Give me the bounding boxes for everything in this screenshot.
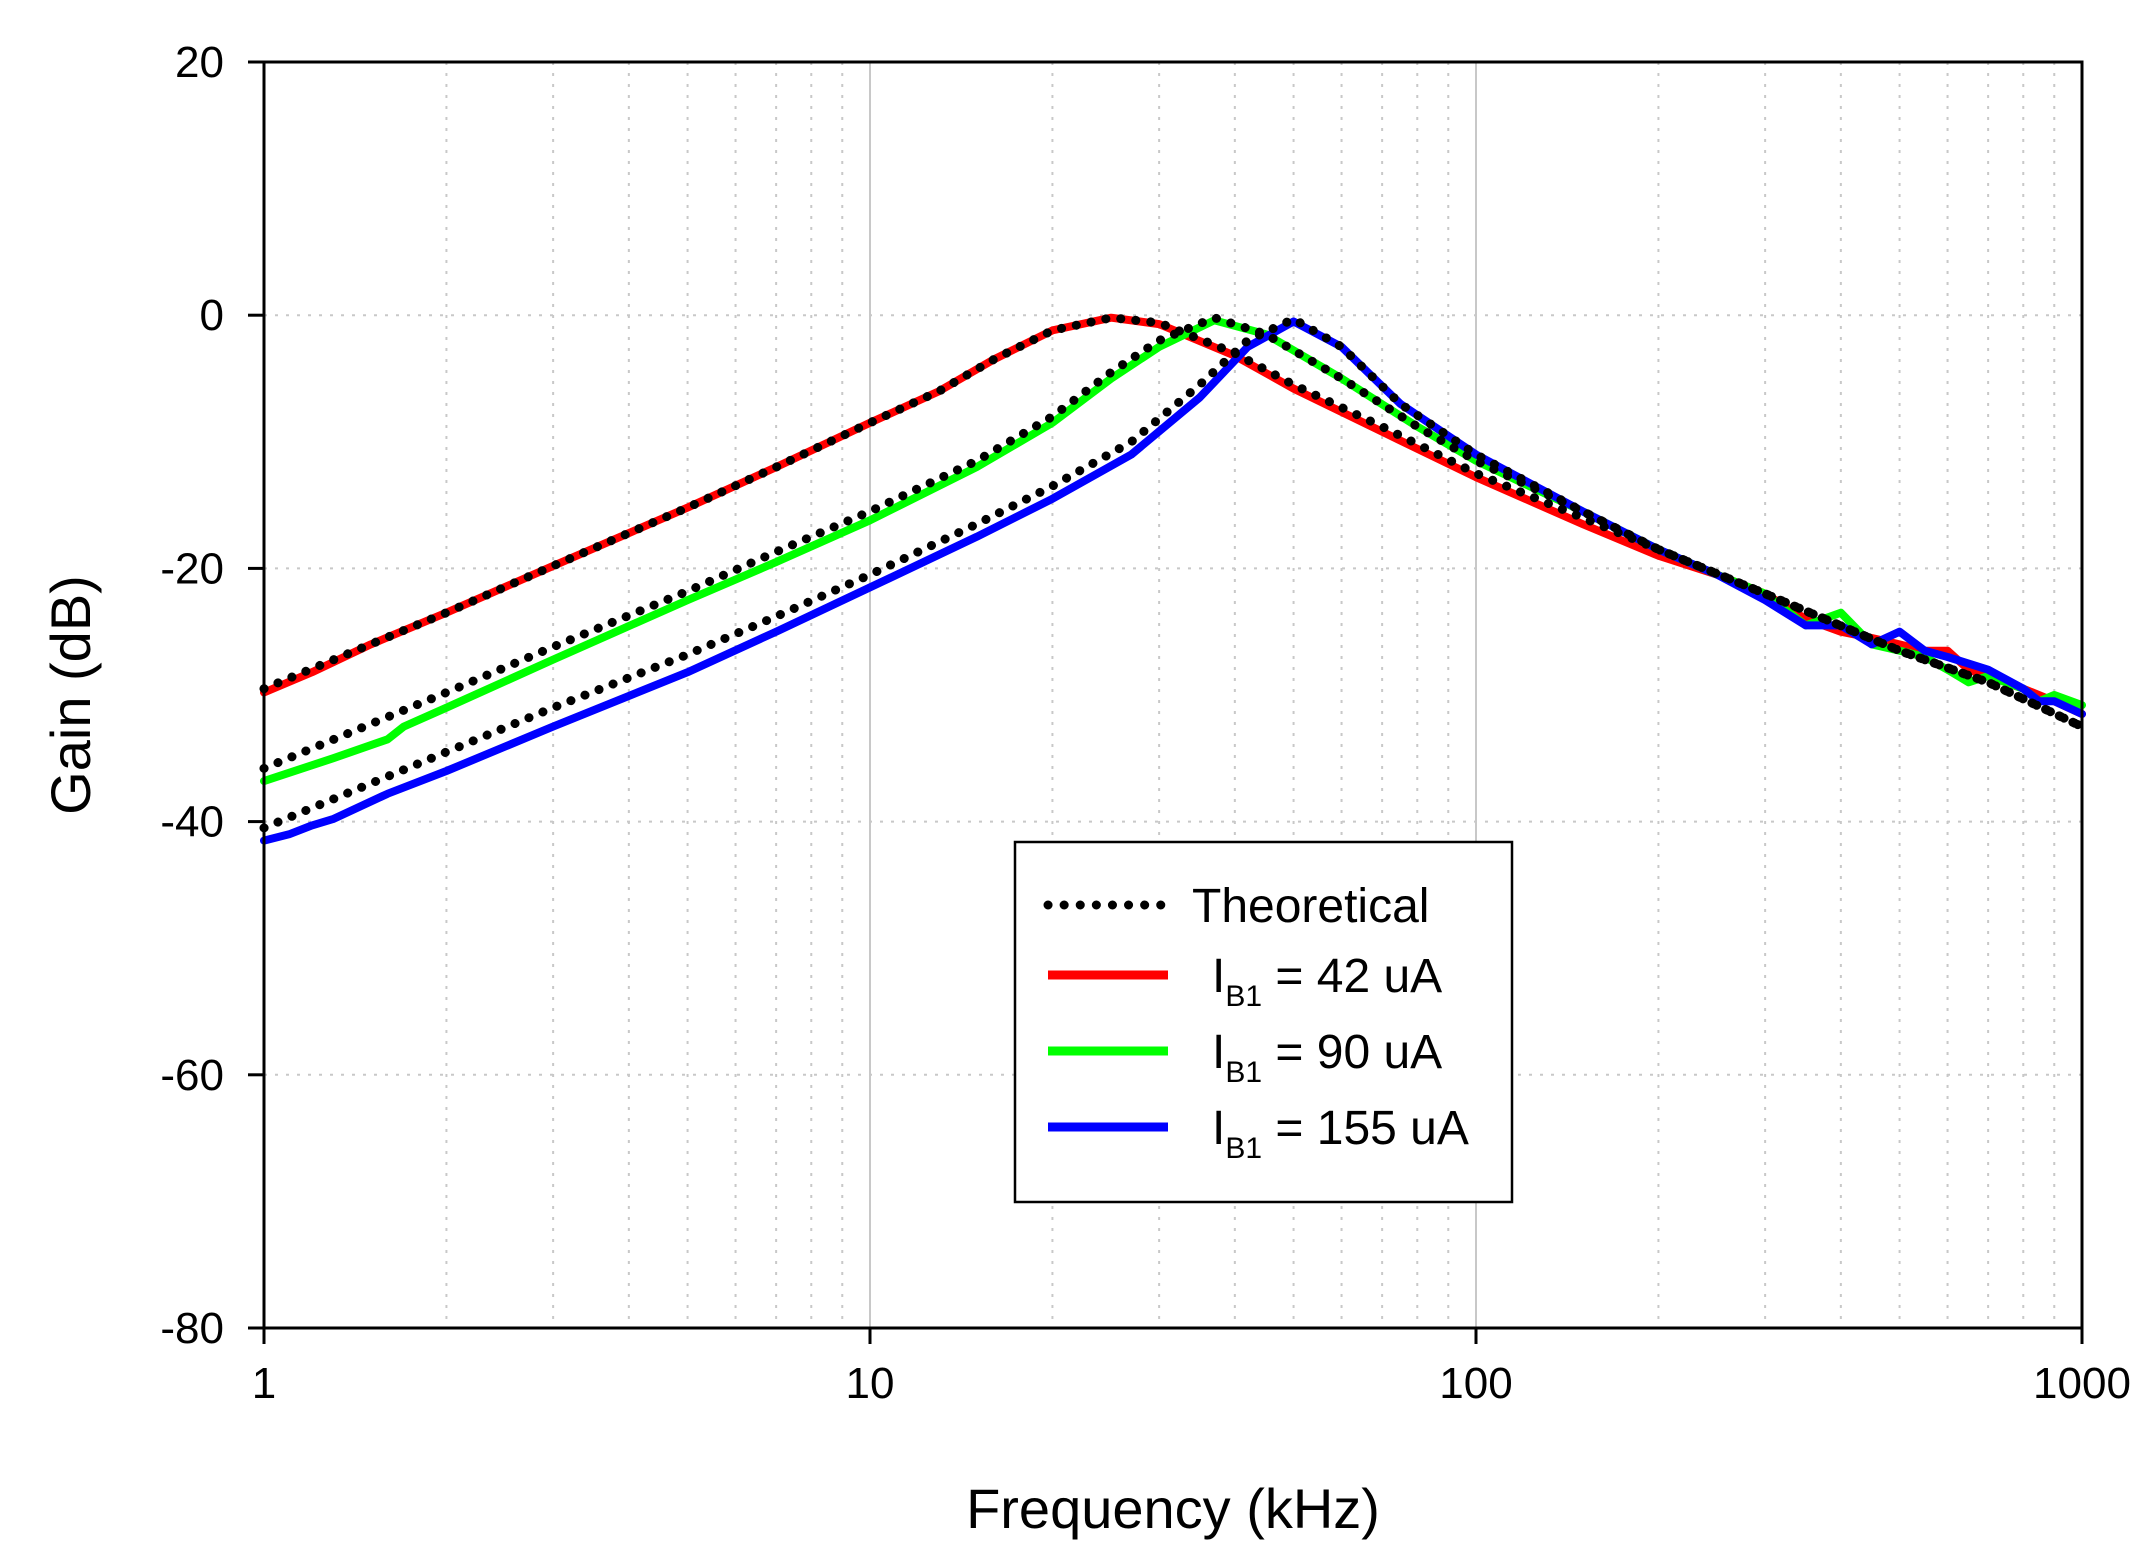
x-tick-label: 1000 [2033,1359,2131,1408]
x-tick-label: 100 [1439,1359,1512,1408]
legend-label-ib1-155: IB1 = 155 uA [1212,1102,1469,1165]
series-group [259,313,2087,845]
grid [264,62,2082,1328]
y-axis-title: Gain (dB) [39,575,102,815]
ticks [248,60,2084,1344]
series-line-measured-4 [260,316,2086,786]
y-tick-label: -60 [160,1051,224,1100]
y-tick-label: 0 [200,291,224,340]
tick-labels: 1 10 100 1000 -80 -60 -40 -20 0 20 [160,38,2131,1408]
plot-frame [262,60,2084,1330]
y-tick-label: -20 [160,544,224,593]
legend-label-theoretical: Theoretical [1192,880,1429,933]
legend-label-ib1-42: IB1 = 42 uA [1212,950,1442,1013]
series-line-theoretical-2 [259,314,2087,833]
x-tick-label: 1 [252,1359,276,1408]
y-tick-label: 20 [175,38,224,87]
series-line-theoretical-1 [259,313,2087,773]
x-tick-label: 10 [846,1359,895,1408]
legend: Theoretical IB1 = 42 uA IB1 = 90 uA IB1 … [1013,840,1514,1204]
y-tick-label: -80 [160,1304,224,1353]
legend-label-ib1-90: IB1 = 90 uA [1212,1026,1442,1089]
y-tick-label: -40 [160,798,224,847]
x-axis-title: Frequency (kHz) [966,1477,1380,1540]
series-line-measured-3 [260,313,2086,718]
